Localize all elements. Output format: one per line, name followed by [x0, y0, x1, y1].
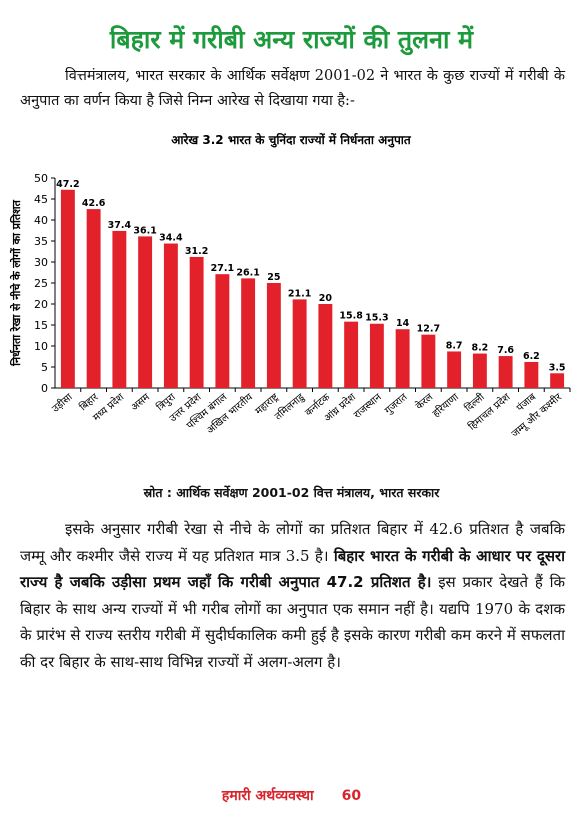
bar [447, 351, 462, 388]
body-text: इसके अनुसार गरीबी रेखा से नीचे के लोगों … [20, 520, 565, 565]
value-label: 25 [267, 272, 280, 283]
value-label: 15.3 [365, 313, 388, 324]
x-tick-label: राजस्थान [352, 392, 384, 421]
footer: हमारी अर्थव्यवस्था 60 [0, 786, 583, 805]
y-tick-label: 50 [34, 172, 48, 185]
y-tick-label: 30 [34, 256, 48, 269]
chart: आरेख 3.2 भारत के चुनिंदा राज्यों में निर… [9, 132, 571, 440]
bar [395, 329, 410, 388]
value-label: 20 [319, 293, 333, 304]
value-label: 27.1 [211, 263, 234, 274]
value-label: 21.1 [288, 288, 311, 299]
y-tick-label: 0 [41, 382, 48, 395]
bar [344, 321, 359, 388]
bar [369, 323, 384, 388]
source: स्रोत : आर्थिक सर्वेक्षण 2001-02 वित्त म… [143, 485, 440, 500]
value-label: 3.5 [549, 362, 566, 373]
body-bold-text: बिहार भारत के गरीबी के आधार पर दूसरा राज… [20, 546, 565, 592]
body-paragraph: इसके अनुसार गरीबी रेखा से नीचे के लोगों … [20, 516, 565, 675]
x-tick-label: गुजरात [383, 392, 410, 417]
bar [292, 299, 307, 388]
bar [266, 283, 281, 388]
value-label: 6.2 [523, 351, 540, 362]
heading: बिहार में गरीबी अन्य राज्यों की तुलना मे… [109, 25, 474, 54]
body-text: इस प्रकार देखते हैं कि बिहार के साथ अन्य… [20, 573, 565, 671]
intro-paragraph: वित्तमंत्रालय, भारत सरकार के आर्थिक सर्व… [20, 68, 565, 109]
bar [60, 189, 75, 388]
y-tick-label: 5 [41, 361, 48, 374]
y-axis-label: निर्धनता रेखा से नीचे के लोगों का प्रतिश… [9, 199, 23, 366]
bar [241, 278, 256, 388]
value-label: 34.4 [159, 233, 183, 244]
bar [138, 236, 153, 388]
book-title: हमारी अर्थव्यवस्था [221, 788, 314, 804]
bar [472, 353, 487, 388]
value-label: 8.7 [446, 340, 463, 351]
chart-title: आरेख 3.2 भारत के चुनिंदा राज्यों में निर… [171, 132, 412, 148]
bar [112, 230, 127, 388]
value-label: 14 [396, 318, 410, 329]
bar [163, 243, 178, 388]
x-tick-label: असम [129, 391, 152, 413]
y-tick-label: 15 [34, 319, 48, 332]
bar [189, 256, 204, 388]
y-tick-label: 40 [34, 214, 48, 227]
bar [421, 334, 436, 388]
y-tick-label: 10 [34, 340, 48, 353]
value-label: 7.6 [497, 345, 514, 356]
bar [498, 356, 513, 388]
value-label: 26.1 [236, 267, 259, 278]
x-tick-label: जम्मू और कश्मीर [509, 391, 565, 440]
x-tick-label: हरियाणा [430, 391, 461, 420]
bar [318, 304, 333, 388]
y-tick-label: 35 [34, 235, 48, 248]
value-label: 36.1 [133, 225, 156, 236]
bar [524, 361, 539, 388]
value-label: 15.8 [339, 311, 363, 322]
bar [215, 274, 230, 388]
bar [86, 209, 101, 388]
y-tick-label: 45 [34, 193, 48, 206]
value-label: 47.2 [56, 179, 79, 190]
y-tick-label: 25 [34, 277, 48, 290]
value-label: 12.7 [417, 324, 440, 335]
value-label: 8.2 [471, 343, 488, 354]
y-tick-label: 20 [34, 298, 48, 311]
x-tick-label: उड़ीसा [50, 391, 75, 415]
x-tick-label: तमिलनाडु [272, 391, 307, 423]
page-number: 60 [341, 788, 362, 804]
value-label: 31.2 [185, 246, 208, 257]
value-label: 37.4 [108, 220, 132, 231]
bar [550, 373, 565, 388]
value-label: 42.6 [82, 198, 106, 209]
